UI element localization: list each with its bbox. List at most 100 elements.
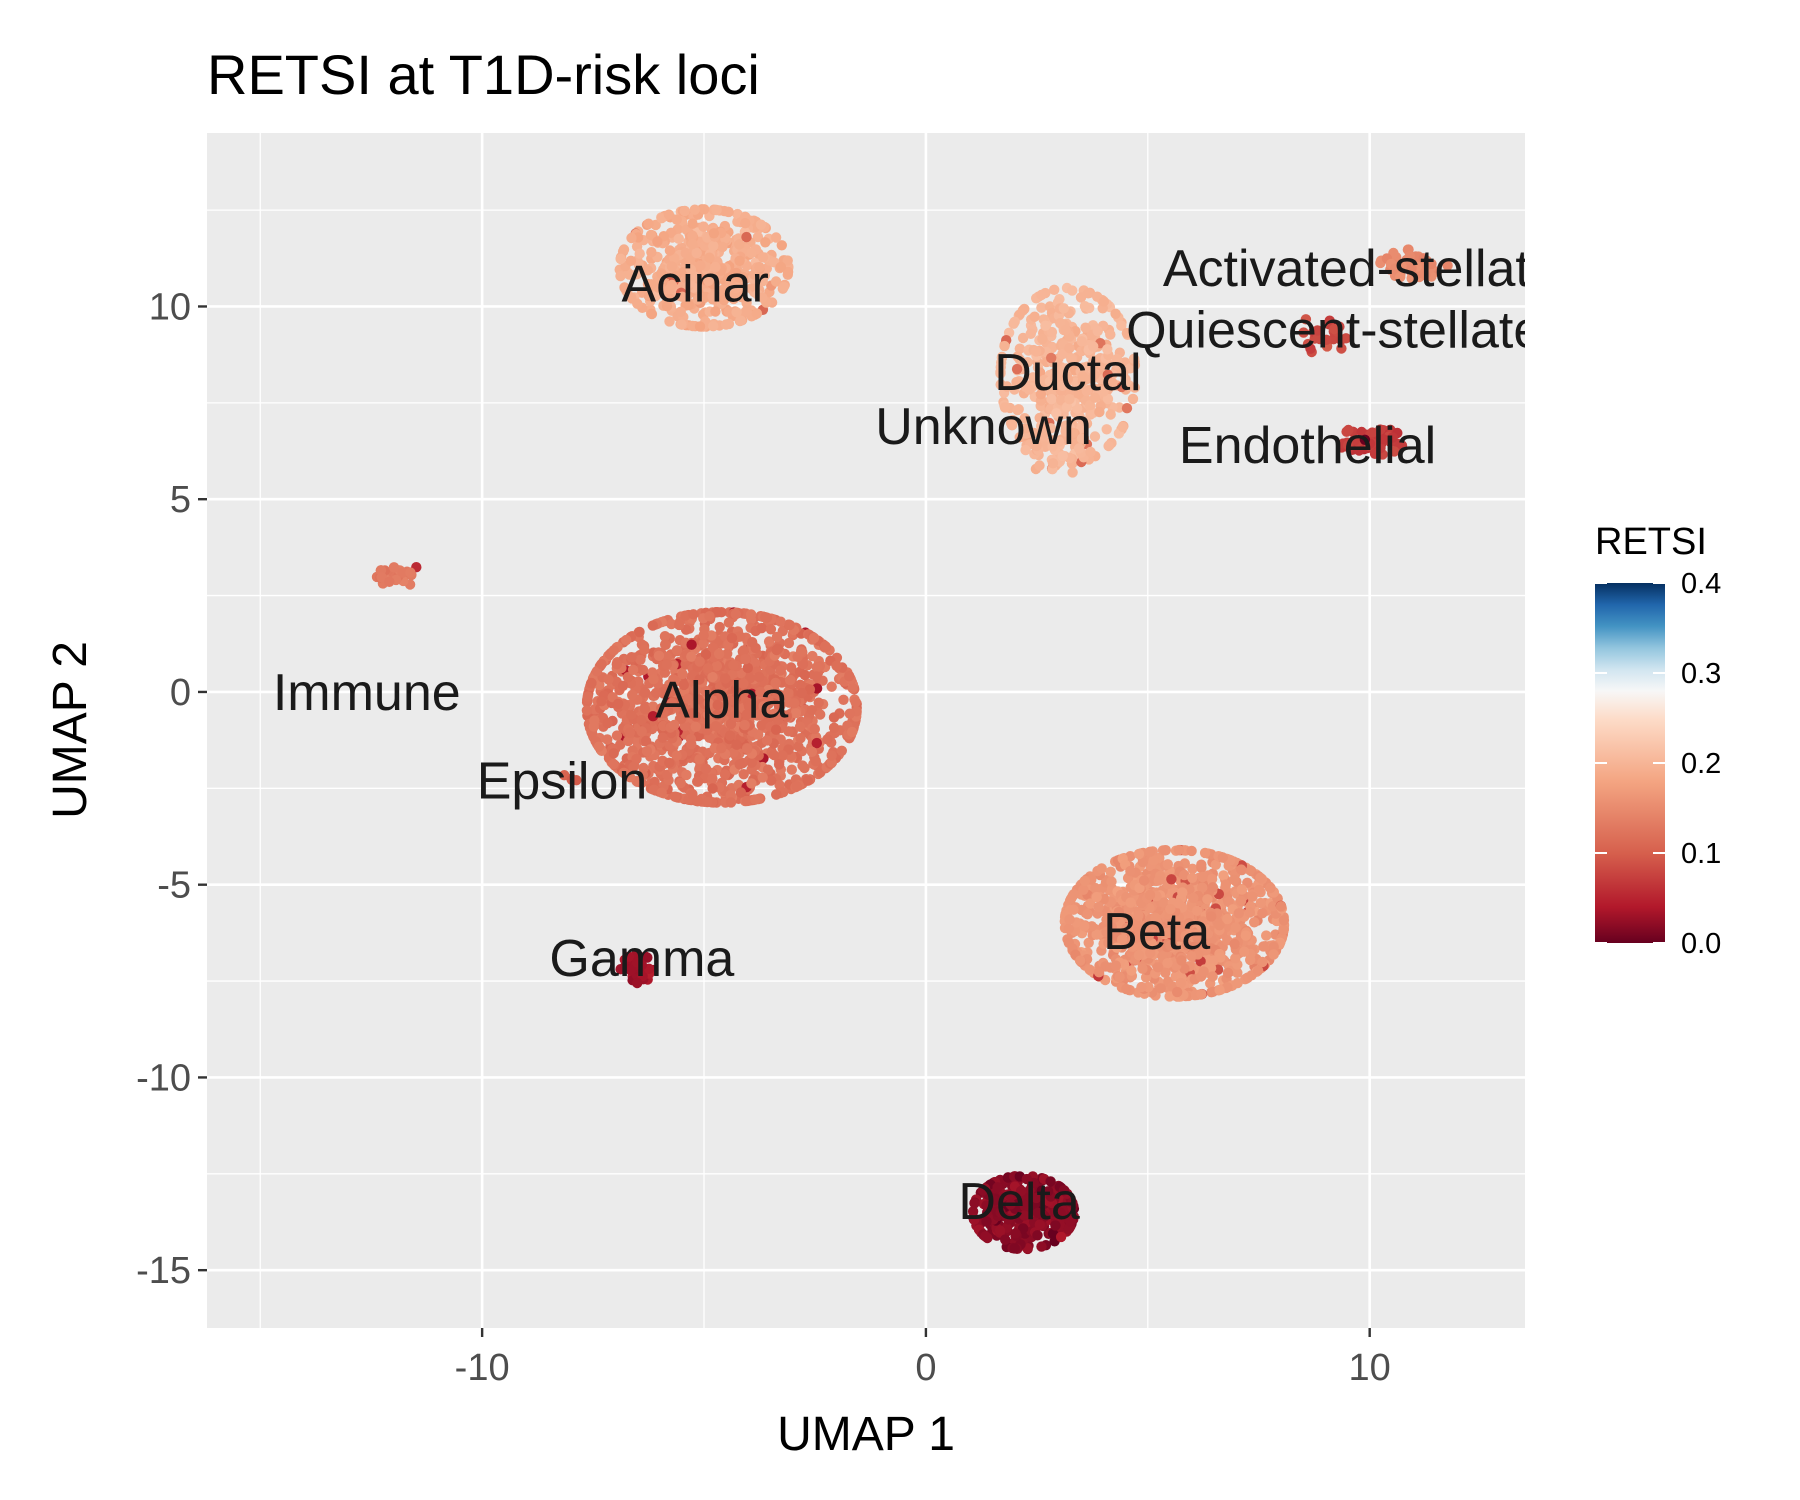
y-tick-label: -5: [157, 865, 191, 907]
data-point: [596, 659, 607, 670]
data-point: [704, 611, 715, 622]
data-point: [757, 772, 768, 783]
data-point: [1228, 874, 1240, 886]
data-point: [627, 689, 638, 701]
data-point: [1014, 343, 1025, 354]
data-point: [728, 747, 739, 758]
data-point: [1137, 963, 1148, 974]
data-point: [811, 737, 822, 749]
data-point: [1078, 884, 1089, 895]
cluster-label-immune: Immune: [273, 664, 461, 722]
data-point: [1121, 327, 1133, 339]
data-point: [826, 750, 837, 761]
data-point: [1049, 284, 1060, 295]
data-point: [1076, 336, 1087, 347]
data-point: [675, 777, 686, 789]
data-point: [995, 368, 1006, 379]
data-point: [621, 634, 632, 646]
data-point: [679, 205, 690, 217]
data-point: [757, 252, 769, 263]
data-point: [1312, 325, 1323, 336]
data-point: [1261, 930, 1272, 941]
data-point: [1017, 332, 1029, 344]
data-point: [1329, 323, 1340, 335]
data-point: [652, 236, 663, 247]
data-point: [806, 705, 818, 716]
data-point: [1101, 424, 1112, 435]
data-point: [1040, 320, 1051, 331]
data-point: [656, 268, 667, 279]
data-point: [806, 746, 818, 757]
data-point: [815, 709, 826, 720]
data-point: [657, 732, 668, 743]
data-point: [1047, 458, 1059, 469]
data-point: [646, 308, 658, 320]
data-point: [1112, 359, 1123, 370]
data-point: [631, 735, 642, 746]
data-point: [999, 340, 1010, 352]
data-point: [734, 239, 745, 250]
data-point: [1032, 1230, 1043, 1241]
data-point: [763, 636, 775, 647]
data-point: [1138, 875, 1150, 886]
data-point: [1235, 895, 1247, 907]
data-point: [1060, 324, 1071, 336]
data-point: [763, 684, 774, 696]
data-point: [680, 610, 691, 621]
data-point: [747, 637, 758, 648]
data-point: [1068, 904, 1079, 915]
data-point: [1406, 263, 1417, 274]
data-point: [735, 315, 746, 326]
data-point: [1378, 434, 1389, 445]
data-point: [735, 787, 747, 798]
data-point: [1359, 434, 1371, 445]
data-point: [1129, 382, 1141, 393]
data-point: [724, 730, 736, 741]
data-point: [799, 669, 811, 681]
data-point: [773, 759, 785, 770]
data-point: [1008, 318, 1019, 329]
data-point: [718, 294, 730, 306]
data-point: [723, 306, 734, 317]
data-point: [783, 637, 795, 649]
data-point: [698, 221, 709, 232]
data-point: [751, 308, 763, 319]
colorbar-tick-label: 0.1: [1681, 838, 1721, 870]
data-point: [750, 794, 761, 805]
data-point: [811, 671, 822, 682]
data-point: [1255, 872, 1266, 883]
data-point: [388, 562, 400, 573]
data-point: [1038, 428, 1050, 439]
data-point: [1000, 1234, 1011, 1245]
data-point: [643, 218, 654, 229]
data-point: [740, 218, 751, 229]
data-point: [1046, 394, 1057, 405]
data-point: [1133, 848, 1145, 860]
data-point: [689, 204, 700, 215]
data-point: [634, 248, 645, 259]
data-point: [687, 218, 698, 229]
data-point: [1094, 406, 1105, 418]
data-point: [661, 301, 673, 312]
data-point: [714, 621, 725, 633]
data-point: [619, 282, 630, 293]
data-point: [659, 631, 671, 642]
data-point: [731, 739, 742, 750]
data-point: [756, 622, 767, 634]
data-point: [725, 789, 736, 801]
colorbar-tick-label: 0.3: [1681, 658, 1721, 690]
cluster-label-acinar: Acinar: [621, 255, 768, 313]
data-point: [1089, 369, 1100, 380]
data-point: [1278, 915, 1290, 926]
data-point: [1011, 363, 1023, 375]
data-point: [673, 233, 684, 244]
data-point: [700, 763, 712, 774]
data-point: [631, 269, 643, 280]
cluster-points-alpha: [581, 607, 862, 808]
data-point: [796, 687, 807, 699]
data-point: [1081, 386, 1093, 397]
data-point: [1152, 962, 1164, 973]
data-point: [1064, 914, 1075, 925]
data-point: [1064, 343, 1075, 354]
data-point: [1029, 311, 1040, 322]
